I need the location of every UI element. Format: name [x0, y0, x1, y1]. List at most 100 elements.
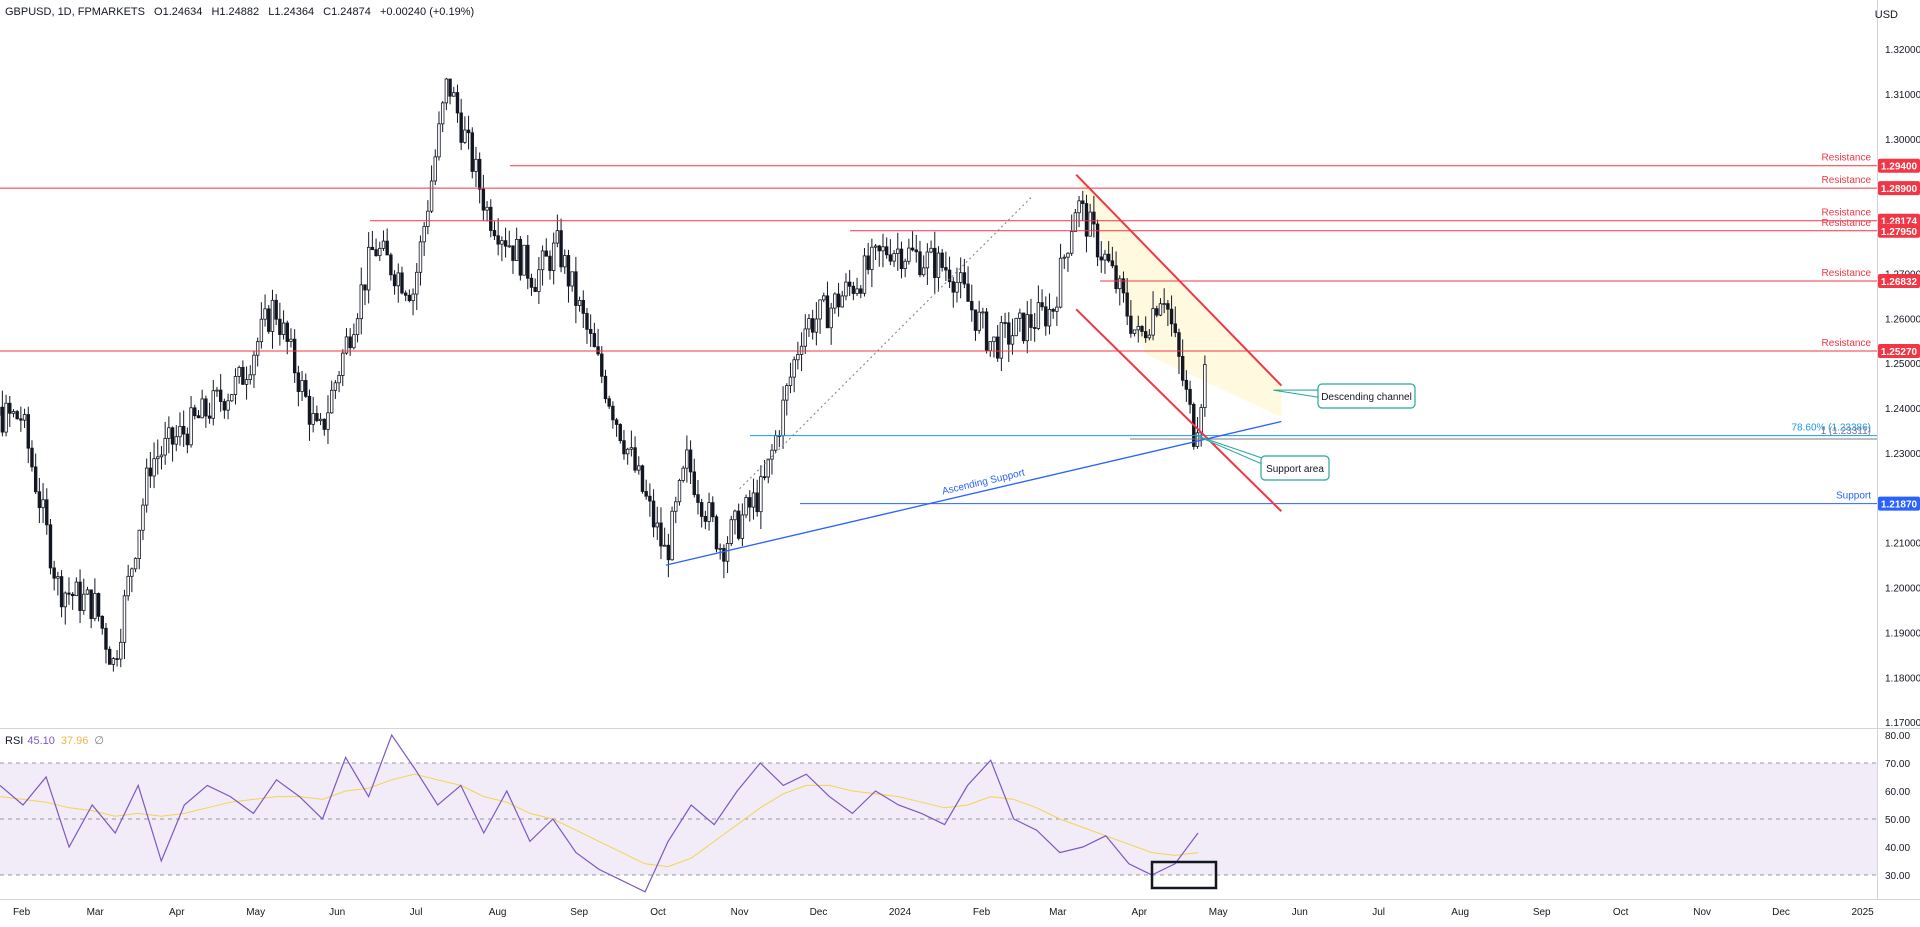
x-tick-label: Dec [1772, 907, 1790, 918]
candle-body [1021, 312, 1026, 342]
candle-body [833, 293, 837, 309]
rsi-tick-label: 70.00 [1885, 759, 1910, 770]
candle-body [1036, 302, 1041, 329]
candle-body [1151, 308, 1155, 336]
candle-body [82, 593, 86, 611]
candle-body [455, 92, 460, 114]
candle-body [0, 406, 5, 433]
candle-body [204, 398, 208, 417]
candle-body [674, 501, 678, 512]
candle-body [844, 281, 848, 297]
candle-body [74, 581, 79, 597]
candle-body [11, 411, 16, 414]
candle-body [1184, 379, 1189, 390]
candle-body [973, 309, 978, 331]
candle-body [888, 254, 893, 262]
candle-body [918, 251, 922, 276]
candle-body [85, 589, 90, 595]
candle-body [655, 522, 659, 528]
candle-body [607, 398, 611, 407]
candle-body [770, 449, 774, 460]
candle-body [581, 300, 585, 314]
x-tick-label: Dec [810, 907, 828, 918]
level-label: Resistance [1822, 208, 1872, 219]
candle-body [100, 615, 104, 629]
candle-body [474, 158, 478, 172]
candle-body [1025, 314, 1029, 342]
candle-body [133, 558, 138, 570]
candle-body [466, 129, 471, 134]
candle-body [411, 293, 415, 302]
candle-body [1047, 308, 1052, 327]
candle-body [389, 254, 393, 276]
candle-body [814, 318, 819, 333]
candle-body [947, 269, 952, 283]
candle-body [711, 502, 715, 518]
candle-body [992, 336, 996, 343]
candle-body [1203, 364, 1207, 408]
candle-body [244, 379, 249, 385]
y-tick-label: 1.31000 [1885, 90, 1920, 101]
candle-body [1136, 325, 1140, 331]
candle-body [859, 288, 863, 294]
candle-body [8, 402, 12, 414]
candle-body [359, 284, 363, 320]
candle-body [252, 354, 256, 376]
candle-body [1018, 312, 1022, 319]
candle-body [977, 311, 981, 331]
candle-body [159, 454, 164, 458]
y-tick-label: 1.19000 [1885, 628, 1920, 639]
candle-body [311, 413, 315, 425]
candle-body [370, 246, 375, 251]
rsi-value: 45.10 [27, 735, 55, 747]
y-tick-label: 1.25000 [1885, 359, 1920, 370]
candle-body [1062, 256, 1066, 259]
candle-body [174, 436, 178, 445]
candle-body [470, 132, 474, 172]
candle-body [89, 589, 93, 619]
candle-body [1029, 314, 1033, 328]
candle-body [1007, 322, 1011, 345]
candle-body [263, 308, 267, 320]
candle-body [459, 112, 463, 143]
candle-body [1058, 257, 1063, 308]
candle-body [766, 458, 770, 478]
candle-body [104, 627, 108, 650]
level-price-text: 1.28174 [1881, 217, 1918, 228]
candle-body [825, 295, 830, 329]
candle-body [496, 235, 500, 245]
candle-body [914, 249, 918, 253]
candle-body [1032, 327, 1037, 329]
candle-body [1099, 256, 1103, 261]
candle-body [929, 247, 933, 253]
channel-upper-line [1075, 173, 1283, 387]
candle-body [1003, 322, 1007, 324]
candle-body [318, 418, 323, 422]
candle-body [940, 252, 944, 268]
candle-body [444, 78, 449, 104]
candle-body [984, 311, 989, 352]
level-label: Resistance [1822, 218, 1872, 229]
level-price-text: 1.21870 [1881, 500, 1918, 511]
rsi-ma-line [0, 773, 1199, 868]
candle-body [988, 341, 992, 352]
candle-body [452, 92, 456, 97]
candle-body [884, 246, 889, 256]
candle-body [33, 466, 38, 493]
candle-body [63, 592, 67, 608]
candle-body [41, 499, 45, 509]
candle-body [751, 492, 756, 508]
candle-body [729, 519, 733, 544]
candle-body [862, 255, 867, 294]
x-tick-label: Feb [973, 907, 991, 918]
candle-body [958, 272, 963, 283]
candle-body [1110, 260, 1115, 267]
candle-body [659, 522, 663, 547]
candle-body [847, 281, 852, 287]
candle-body [855, 288, 859, 294]
candle-body [1169, 308, 1174, 325]
candle-body [529, 277, 534, 288]
candle-body [115, 658, 119, 660]
candle-body [955, 281, 959, 293]
